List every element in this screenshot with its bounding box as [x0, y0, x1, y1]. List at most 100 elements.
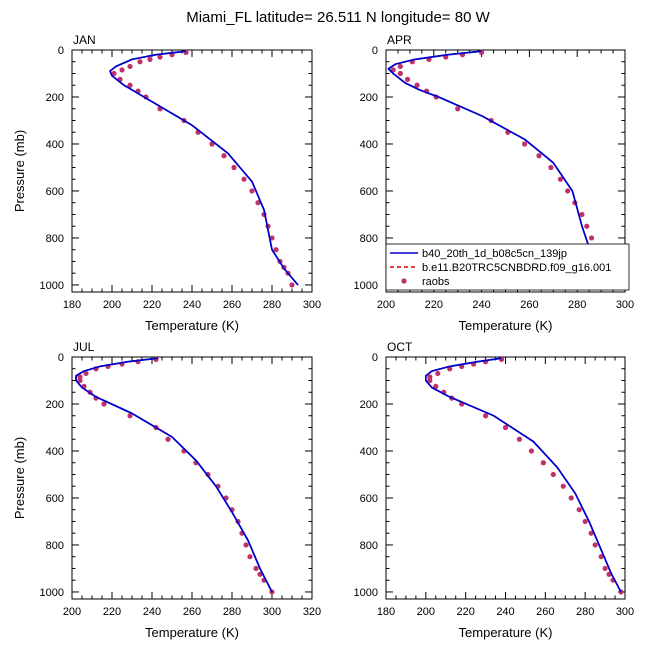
- plot-area: [425, 357, 624, 595]
- legend-marker-raobs: [401, 278, 407, 284]
- raobs-point: [592, 542, 598, 548]
- x-tick-label: 200: [63, 606, 81, 618]
- raobs-point: [433, 383, 439, 389]
- raobs-point: [165, 436, 171, 442]
- x-tick-label: 240: [143, 606, 161, 618]
- raobs-point: [560, 483, 566, 489]
- raobs-point: [540, 460, 546, 466]
- legend-label: b40_20th_1d_b08c5cn_139jp: [422, 248, 567, 260]
- x-tick-label: 180: [63, 299, 81, 311]
- x-tick-label: 280: [223, 606, 241, 618]
- x-tick-label: 220: [103, 606, 121, 618]
- chart-panel-oct: OCT 180 200 220 240 260 280 300 0 200 400 600 800 100…: [354, 340, 635, 640]
- raobs-point: [119, 67, 125, 73]
- series-line-b40: [425, 357, 622, 593]
- x-tick-label: 220: [456, 606, 474, 618]
- x-tick-label: 300: [616, 606, 634, 618]
- y-tick-label: 200: [46, 92, 64, 104]
- y-tick-label: 600: [46, 186, 64, 198]
- raobs-point: [127, 63, 133, 70]
- y-tick-label: 0: [58, 45, 64, 57]
- chart-panel-jan: JAN 180 200 220 240 260 280 300 0 200 400 600 800 100…: [12, 33, 321, 333]
- raobs-point: [427, 377, 433, 384]
- y-tick-label: 200: [360, 399, 378, 411]
- y-tick-label: 800: [360, 233, 378, 245]
- raobs-point: [479, 50, 485, 55]
- raobs-point: [414, 82, 420, 88]
- y-tick-label: 800: [360, 540, 378, 552]
- x-tick-label: 220: [425, 299, 443, 311]
- series-line-b40: [109, 50, 299, 286]
- raobs-point: [257, 571, 263, 577]
- y-tick-label: 1000: [354, 280, 378, 292]
- series-line-b40-overlay: [387, 50, 617, 286]
- raobs-point: [579, 211, 585, 218]
- raobs-point: [522, 141, 528, 147]
- y-tick-label: 600: [46, 493, 64, 505]
- raobs-point: [157, 54, 163, 60]
- y-tick-label: 1000: [40, 587, 64, 599]
- raobs-point: [137, 59, 143, 65]
- x-tick-label: 300: [263, 606, 281, 618]
- x-tick-label: 240: [496, 606, 514, 618]
- y-tick-label: 1000: [354, 587, 378, 599]
- raobs-point: [289, 282, 295, 288]
- panels-group: JAN 180 200 220 240 260 280 300 0 200 400 600 800 100…: [12, 33, 634, 640]
- panel-label: OCT: [387, 340, 413, 354]
- raobs-point: [482, 413, 489, 419]
- raobs-point: [397, 63, 403, 70]
- figure-title: Miami_FL latitude= 26.511 N longitude= 8…: [186, 9, 490, 26]
- x-axis-title: Temperature (K): [145, 318, 239, 333]
- raobs-point: [397, 70, 403, 77]
- raobs-point: [528, 448, 534, 454]
- raobs-point: [598, 554, 604, 560]
- panel-label: JAN: [73, 33, 96, 47]
- y-tick-label: 800: [46, 233, 64, 245]
- raobs-point: [498, 357, 505, 362]
- y-tick-label: 800: [46, 540, 64, 552]
- legend: b40_20th_1d_b08c5cn_139jp b.e11.B20TRC5CN…: [385, 243, 630, 291]
- series-line-b40: [75, 357, 273, 593]
- x-tick-label: 220: [143, 299, 161, 311]
- x-tick-label: 240: [472, 299, 490, 311]
- panel-label: APR: [387, 33, 412, 47]
- x-tick-label: 240: [183, 299, 201, 311]
- raobs-point: [243, 542, 249, 548]
- raobs-point: [255, 200, 261, 206]
- y-tick-label: 200: [46, 399, 64, 411]
- raobs-point: [101, 401, 107, 407]
- series-line-b40-overlay: [425, 357, 622, 593]
- y-axis-title: Pressure (mb): [12, 437, 27, 519]
- series-line-b-e11: [425, 357, 622, 593]
- plot-area: [75, 357, 275, 595]
- raobs-point: [231, 164, 237, 171]
- raobs-point: [516, 436, 523, 442]
- y-tick-label: 400: [360, 139, 378, 151]
- x-axis-title: Temperature (K): [459, 318, 553, 333]
- raobs-point: [588, 530, 594, 536]
- y-tick-label: 200: [360, 92, 378, 104]
- raobs-point: [127, 82, 133, 88]
- panel-label: JUL: [73, 340, 95, 354]
- raobs-point: [588, 235, 595, 241]
- x-axis-title: Temperature (K): [145, 625, 239, 640]
- raobs-point: [568, 495, 574, 501]
- raobs-point: [247, 554, 253, 560]
- y-tick-label: 400: [360, 446, 378, 458]
- raobs-point: [536, 153, 542, 159]
- x-tick-label: 320: [303, 606, 321, 618]
- plot-area: [109, 50, 299, 288]
- y-tick-label: 1000: [40, 280, 64, 292]
- raobs-point: [127, 413, 133, 419]
- raobs-point: [253, 565, 259, 572]
- x-tick-label: 200: [103, 299, 121, 311]
- x-tick-label: 180: [377, 606, 395, 618]
- raobs-point: [249, 188, 255, 194]
- raobs-point: [576, 507, 582, 513]
- raobs-point: [582, 518, 588, 525]
- raobs-point: [147, 56, 153, 62]
- y-tick-label: 600: [360, 493, 378, 505]
- raobs-point: [548, 164, 554, 171]
- legend-label: b.e11.B20TRC5CNBDRD.f09_g16.001: [422, 262, 611, 274]
